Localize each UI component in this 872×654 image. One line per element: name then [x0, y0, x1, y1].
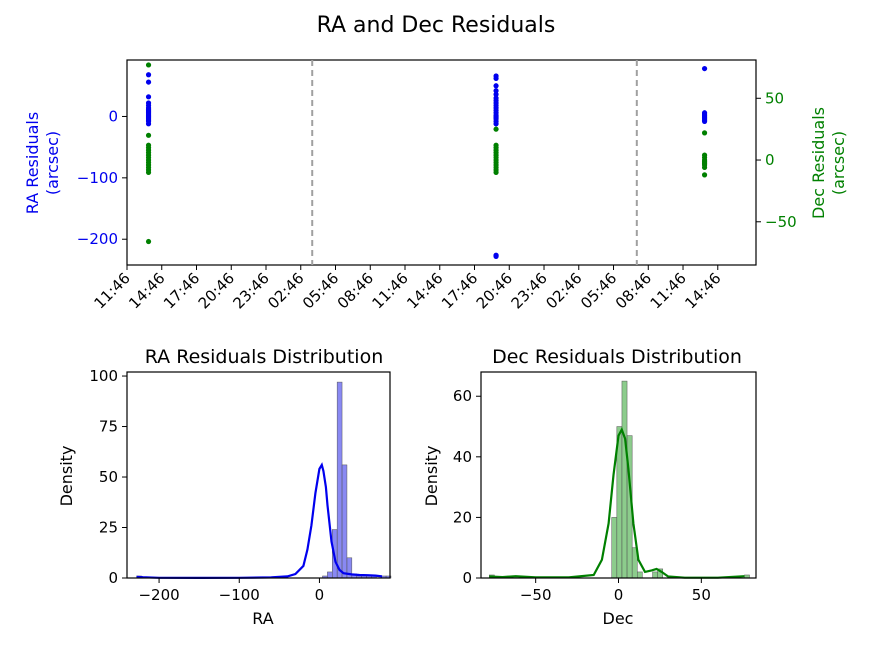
x-tick-label: 50	[692, 586, 711, 604]
dec-hist-bars	[489, 380, 750, 579]
dec-xlabel: Dec	[603, 609, 634, 628]
dec-distribution-panel: Dec Residuals Distribution −50 0 50 0 20 40 6…	[422, 346, 757, 628]
ra-axis-label-line2: (arcsec)	[43, 131, 62, 195]
dec-point	[145, 62, 152, 68]
hist-bar	[652, 571, 658, 579]
x-tick-label: 23:46	[508, 269, 551, 312]
ra-y-ticks: 0 25 50 75 100	[89, 367, 127, 587]
ra-point	[701, 118, 708, 124]
dec-point	[145, 132, 152, 138]
dec-dist-title: Dec Residuals Distribution	[492, 346, 742, 368]
ra-ylabel: Density	[57, 446, 76, 507]
ra-point	[493, 253, 499, 260]
ra-tick-label: 0	[108, 107, 118, 125]
x-tick-label: 08:46	[334, 269, 377, 312]
top-axes-frame	[126, 59, 757, 266]
ra-point	[145, 94, 152, 100]
ra-dist-title: RA Residuals Distribution	[145, 346, 384, 368]
ra-point	[493, 121, 499, 127]
ra-hist-bars	[136, 381, 392, 579]
day-boundary-lines	[311, 60, 638, 265]
ra-tick-label: −200	[77, 230, 118, 248]
x-tick-label: −100	[219, 586, 260, 604]
x-tick-label: −50	[520, 586, 552, 604]
dec-tick-label: 50	[765, 89, 784, 107]
ra-point	[145, 72, 152, 78]
x-tick-label: 08:46	[612, 269, 655, 312]
ra-axes-frame	[126, 371, 391, 579]
hist-bar	[611, 517, 618, 579]
y-tick-label: 40	[453, 448, 472, 466]
dec-point	[145, 238, 152, 245]
ra-point	[493, 91, 499, 97]
dec-point	[701, 130, 708, 136]
x-tick-label: 11:46	[91, 269, 134, 312]
x-tick-label: 17:46	[438, 269, 481, 312]
ra-point	[145, 121, 152, 127]
dec-point	[145, 169, 152, 175]
ra-tick-label: −100	[77, 169, 118, 187]
dec-tick-label: −50	[765, 213, 797, 231]
x-tick-label: 02:46	[542, 269, 585, 312]
x-tick-label: 0	[614, 586, 624, 604]
ra-axis-label-line1: RA Residuals	[23, 112, 42, 214]
ra-point	[493, 75, 499, 82]
x-tick-label: 20:46	[195, 269, 238, 312]
y-tick-label: 25	[99, 519, 118, 537]
dec-y-ticks: 50 0 −50	[756, 89, 797, 231]
ra-xlabel: RA	[252, 609, 273, 628]
x-tick-label: 14:46	[681, 269, 724, 312]
hist-bar	[637, 571, 643, 579]
dec-ylabel: Density	[422, 446, 441, 507]
x-tick-label: 11:46	[369, 269, 412, 312]
y-tick-label: 60	[453, 387, 472, 405]
x-tick-label: 17:46	[160, 269, 203, 312]
figure-title: RA and Dec Residuals	[317, 13, 556, 38]
x-tick-label: 23:46	[230, 269, 273, 312]
x-tick-label: 05:46	[577, 269, 620, 312]
dec-point	[701, 172, 708, 178]
x-tick-label: 20:46	[473, 269, 516, 312]
y-tick-label: 0	[462, 569, 472, 587]
ra-x-ticks: −200 −100 0	[138, 578, 324, 604]
ra-point	[493, 83, 499, 89]
x-tick-label: −200	[138, 586, 179, 604]
dec-axis-label-line2: (arcsec)	[829, 131, 848, 195]
time-x-ticks: 11:4614:4617:4620:4623:4602:4605:4608:46…	[91, 265, 725, 312]
x-tick-label: 14:46	[125, 269, 168, 312]
hist-bar	[336, 381, 343, 579]
ra-point	[145, 79, 152, 85]
x-tick-label: 14:46	[403, 269, 446, 312]
ra-distribution-panel: RA Residuals Distribution −200 −100 0 0 25 5…	[57, 346, 392, 628]
y-tick-label: 0	[108, 569, 118, 587]
dec-point	[493, 169, 499, 175]
dec-tick-label: 0	[765, 151, 775, 169]
ra-point	[493, 88, 499, 94]
dec-y-ticks: 0 20 40 60	[453, 387, 481, 587]
dec-point	[701, 164, 708, 171]
scatter-points	[145, 62, 708, 260]
residuals-time-panel: 11:4614:4617:4620:4623:4602:4605:4608:46…	[23, 59, 848, 312]
x-tick-label: 11:46	[647, 269, 690, 312]
hist-bar	[341, 464, 348, 579]
ra-point	[701, 65, 708, 72]
y-tick-label: 20	[453, 508, 472, 526]
ra-y-ticks: 0 −100 −200	[77, 107, 127, 248]
dec-x-ticks: −50 0 50	[520, 578, 711, 604]
y-tick-label: 100	[89, 367, 118, 385]
x-tick-label: 02:46	[264, 269, 307, 312]
x-tick-label: 0	[315, 586, 325, 604]
hist-bar	[621, 380, 628, 579]
y-tick-label: 50	[99, 468, 118, 486]
dec-axis-label-line1: Dec Residuals	[809, 107, 828, 219]
hist-bar	[327, 571, 333, 579]
dec-point	[493, 126, 499, 132]
y-tick-label: 75	[99, 418, 118, 436]
x-tick-label: 05:46	[299, 269, 342, 312]
